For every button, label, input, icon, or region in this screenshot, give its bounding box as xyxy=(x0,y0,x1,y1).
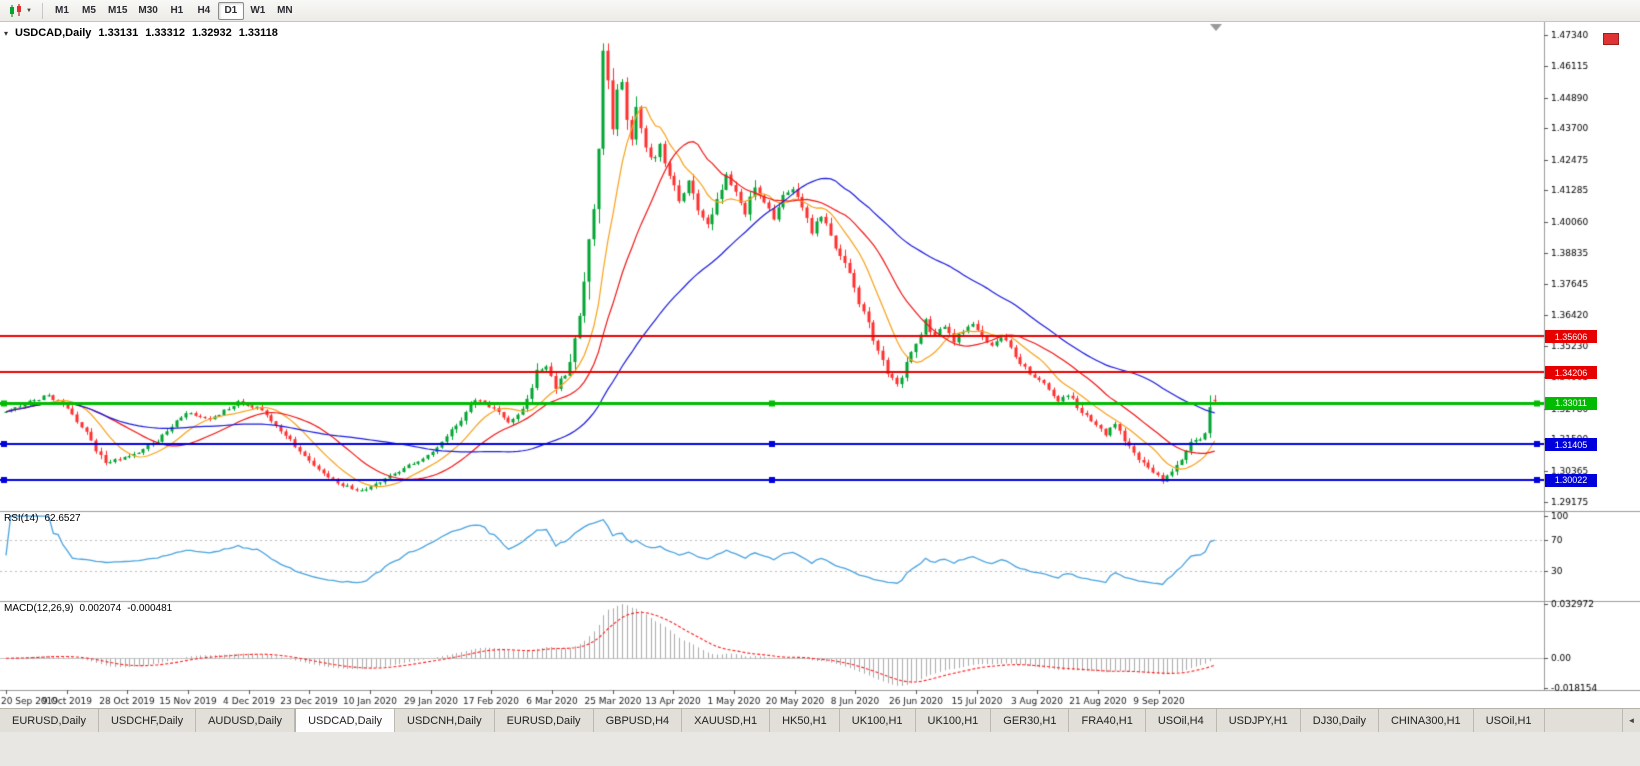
chart-tab[interactable]: EURUSD,Daily xyxy=(495,709,594,732)
chart-tab[interactable]: UK100,H1 xyxy=(916,709,992,732)
chart-tab[interactable]: USDCNH,Daily xyxy=(395,709,495,732)
chart-tab[interactable]: EURUSD,Daily xyxy=(0,709,99,732)
arrow-left-icon: ◄ xyxy=(1627,716,1636,725)
timeframe-toolbar: ▼ M1 M5 M15 M30 H1 H4 D1 W1 MN xyxy=(0,0,1640,22)
candlestick-chart-icon xyxy=(10,3,21,17)
chart-tab[interactable]: USDJPY,H1 xyxy=(1217,709,1301,732)
timeframe-button[interactable]: MN xyxy=(277,5,293,16)
chart-tab[interactable]: USDCAD,Daily xyxy=(295,709,396,732)
timeframe-button[interactable]: D1 xyxy=(217,1,244,20)
chart-tab[interactable]: USOil,H1 xyxy=(1474,709,1545,732)
chart-tab[interactable]: HK50,H1 xyxy=(770,709,840,732)
timeframe-button[interactable]: M30 xyxy=(138,5,158,16)
chart-tab[interactable]: FRA40,H1 xyxy=(1069,709,1146,732)
dropdown-arrow-icon: ▼ xyxy=(26,7,32,14)
chart-tabs: EURUSD,Daily USDCHF,Daily AUDUSD,Daily USDC… xyxy=(0,709,1622,732)
chart-type-button[interactable]: ▼ xyxy=(4,2,36,20)
timeframe-button[interactable]: M1 xyxy=(55,5,69,16)
candlestick-chart-canvas[interactable] xyxy=(0,22,1640,708)
chart-tab[interactable]: USDCHF,Daily xyxy=(99,709,197,732)
timeframe-button[interactable]: W1 xyxy=(250,5,266,16)
status-bar xyxy=(0,732,1640,766)
chart-tab[interactable]: CHINA300,H1 xyxy=(1379,709,1474,732)
chart-tab[interactable]: XAUUSD,H1 xyxy=(682,709,771,732)
toolbar-separator xyxy=(41,2,43,19)
timeframe-button[interactable]: H4 xyxy=(197,5,211,16)
timeframe-button[interactable]: M5 xyxy=(82,5,96,16)
chart-tab[interactable]: UK100,H1 xyxy=(840,709,916,732)
chart-area: ▾ USDCAD,Daily 1.33131 1.33312 1.32932 1… xyxy=(0,22,1640,708)
timeframe-button[interactable]: H1 xyxy=(170,5,184,16)
chart-tab[interactable]: DJ30,Daily xyxy=(1301,709,1379,732)
chart-tab[interactable]: GER30,H1 xyxy=(991,709,1070,732)
timeframe-button[interactable]: M15 xyxy=(107,5,128,16)
chart-tab[interactable]: USOil,H4 xyxy=(1146,709,1217,732)
chart-tab[interactable]: AUDUSD,Daily xyxy=(196,709,296,732)
timeframe-buttons: M1 M5 M15 M30 H1 H4 D1 W1 MN xyxy=(49,1,298,20)
chart-tabbar: EURUSD,Daily USDCHF,Daily AUDUSD,Daily USDC… xyxy=(0,708,1640,732)
chart-tab[interactable]: GBPUSD,H4 xyxy=(594,709,683,732)
axis-top-marker xyxy=(1603,33,1619,45)
tab-scroll-left-button[interactable]: ◄ xyxy=(1622,709,1640,732)
